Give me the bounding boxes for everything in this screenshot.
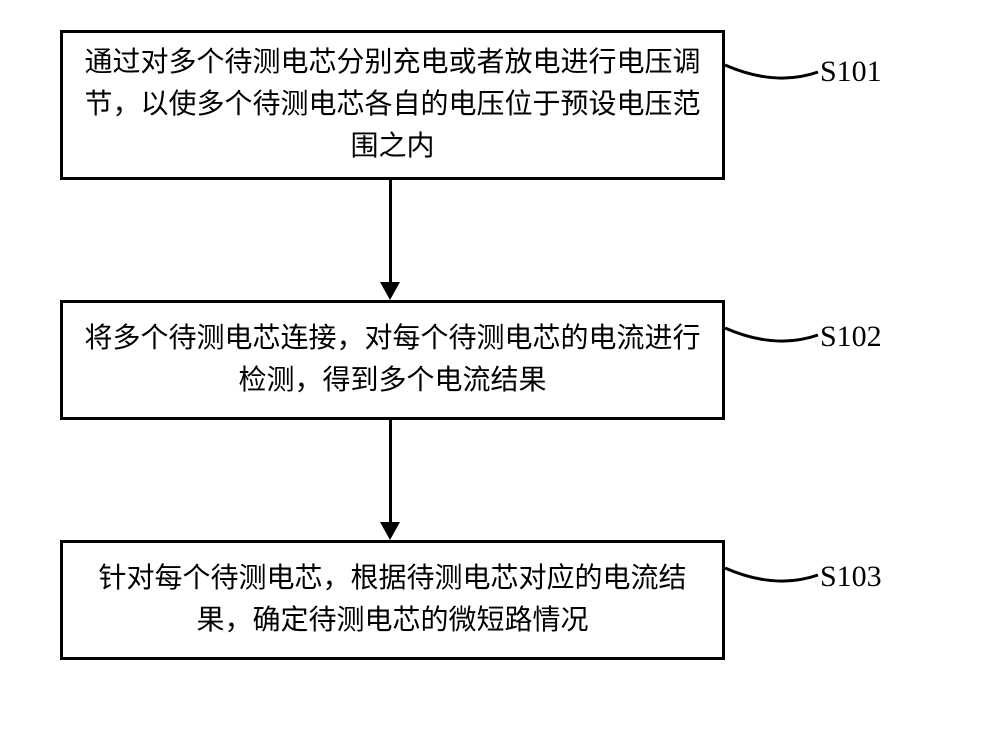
flow-node-text: 将多个待测电芯连接，对每个待测电芯的电流进行检测，得到多个电流结果 bbox=[83, 318, 702, 402]
step-label-s103: S103 bbox=[820, 560, 882, 594]
flowchart-container: 通过对多个待测电芯分别充电或者放电进行电压调节，以使多个待测电芯各自的电压位于预… bbox=[0, 0, 1000, 740]
flow-node-text: 通过对多个待测电芯分别充电或者放电进行电压调节，以使多个待测电芯各自的电压位于预… bbox=[83, 42, 702, 168]
flow-node-s103: 针对每个待测电芯，根据待测电芯对应的电流结果，确定待测电芯的微短路情况 bbox=[60, 540, 725, 660]
connector-s101 bbox=[725, 52, 825, 92]
connector-s102 bbox=[725, 315, 825, 355]
connector-s103 bbox=[725, 555, 825, 595]
flow-node-s102: 将多个待测电芯连接，对每个待测电芯的电流进行检测，得到多个电流结果 bbox=[60, 300, 725, 420]
arrow-s102-s103 bbox=[389, 420, 392, 522]
flow-node-s101: 通过对多个待测电芯分别充电或者放电进行电压调节，以使多个待测电芯各自的电压位于预… bbox=[60, 30, 725, 180]
flow-node-text: 针对每个待测电芯，根据待测电芯对应的电流结果，确定待测电芯的微短路情况 bbox=[83, 558, 702, 642]
arrow-s101-s102 bbox=[389, 180, 392, 282]
arrow-head-icon bbox=[380, 282, 400, 300]
step-label-s101: S101 bbox=[820, 55, 882, 89]
arrow-head-icon bbox=[380, 522, 400, 540]
step-label-s102: S102 bbox=[820, 320, 882, 354]
